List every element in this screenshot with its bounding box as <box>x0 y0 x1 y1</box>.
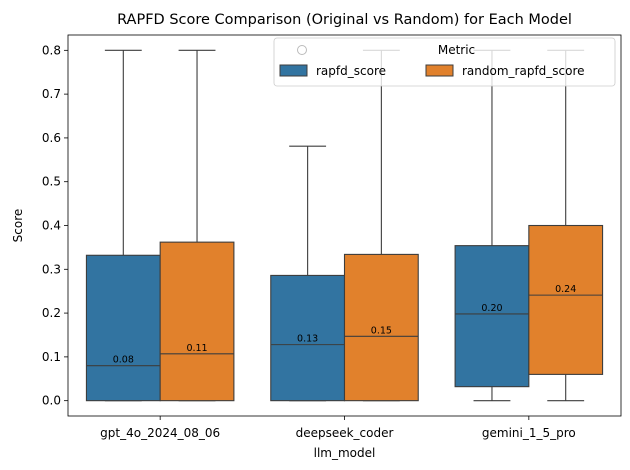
x-axis-label: llm_model <box>314 446 376 460</box>
box-rect <box>85 254 161 402</box>
box-rect <box>454 245 530 388</box>
x-tick-label: gpt_4o_2024_08_06 <box>100 426 220 440</box>
median-label: 0.24 <box>555 284 576 295</box>
legend-title-marker-icon <box>297 45 307 55</box>
legend-entry-label: random_rapfd_score <box>462 64 585 78</box>
median-label: 0.08 <box>113 355 134 366</box>
median-label: 0.15 <box>371 325 392 336</box>
y-tick-label: 0.4 <box>42 219 61 233</box>
y-tick-label: 0.8 <box>42 43 61 57</box>
y-tick-label: 0.3 <box>42 262 61 276</box>
median-label: 0.20 <box>481 303 502 314</box>
box-rect <box>343 253 419 402</box>
median-label: 0.13 <box>297 334 318 345</box>
box-groups: 0.08 0.11 0.13 0.15 0.20 0.24 <box>85 49 604 402</box>
legend-frame <box>273 37 616 87</box>
y-axis-ticks: 0.0 0.1 0.2 0.3 0.4 0.5 0.6 0.7 0.8 <box>42 43 68 408</box>
box-rect <box>528 224 604 375</box>
box-group: 0.15 <box>343 49 419 402</box>
box-rect <box>159 241 235 402</box>
median-label: 0.11 <box>186 343 207 354</box>
box-group: 0.20 <box>454 49 530 402</box>
box-group: 0.08 <box>85 49 161 402</box>
x-tick-label: deepseek_coder <box>296 426 394 440</box>
legend-entry-label: rapfd_score <box>316 64 386 78</box>
y-tick-label: 0.2 <box>42 306 61 320</box>
legend-swatch <box>425 64 454 77</box>
y-axis-label: Score <box>11 209 25 243</box>
y-tick-label: 0.0 <box>42 394 61 408</box>
box-rect <box>270 274 346 402</box>
y-tick-label: 0.5 <box>42 175 61 189</box>
x-axis-ticks: gpt_4o_2024_08_06 deepseek_coder gemini_1_… <box>100 416 576 440</box>
legend-swatch <box>279 64 308 77</box>
box-group: 0.11 <box>159 49 235 402</box>
box-group: 0.13 <box>270 145 346 402</box>
x-tick-label: gemini_1_5_pro <box>482 426 576 440</box>
chart-title: RAPFD Score Comparison (Original vs Rand… <box>117 12 572 28</box>
y-tick-label: 0.7 <box>42 87 61 101</box>
legend: Metric rapfd_score random_rapfd_score <box>273 37 616 87</box>
y-tick-label: 0.1 <box>42 350 61 364</box>
box-group: 0.24 <box>528 49 604 402</box>
y-tick-label: 0.6 <box>42 131 61 145</box>
legend-title: Metric <box>438 43 475 57</box>
